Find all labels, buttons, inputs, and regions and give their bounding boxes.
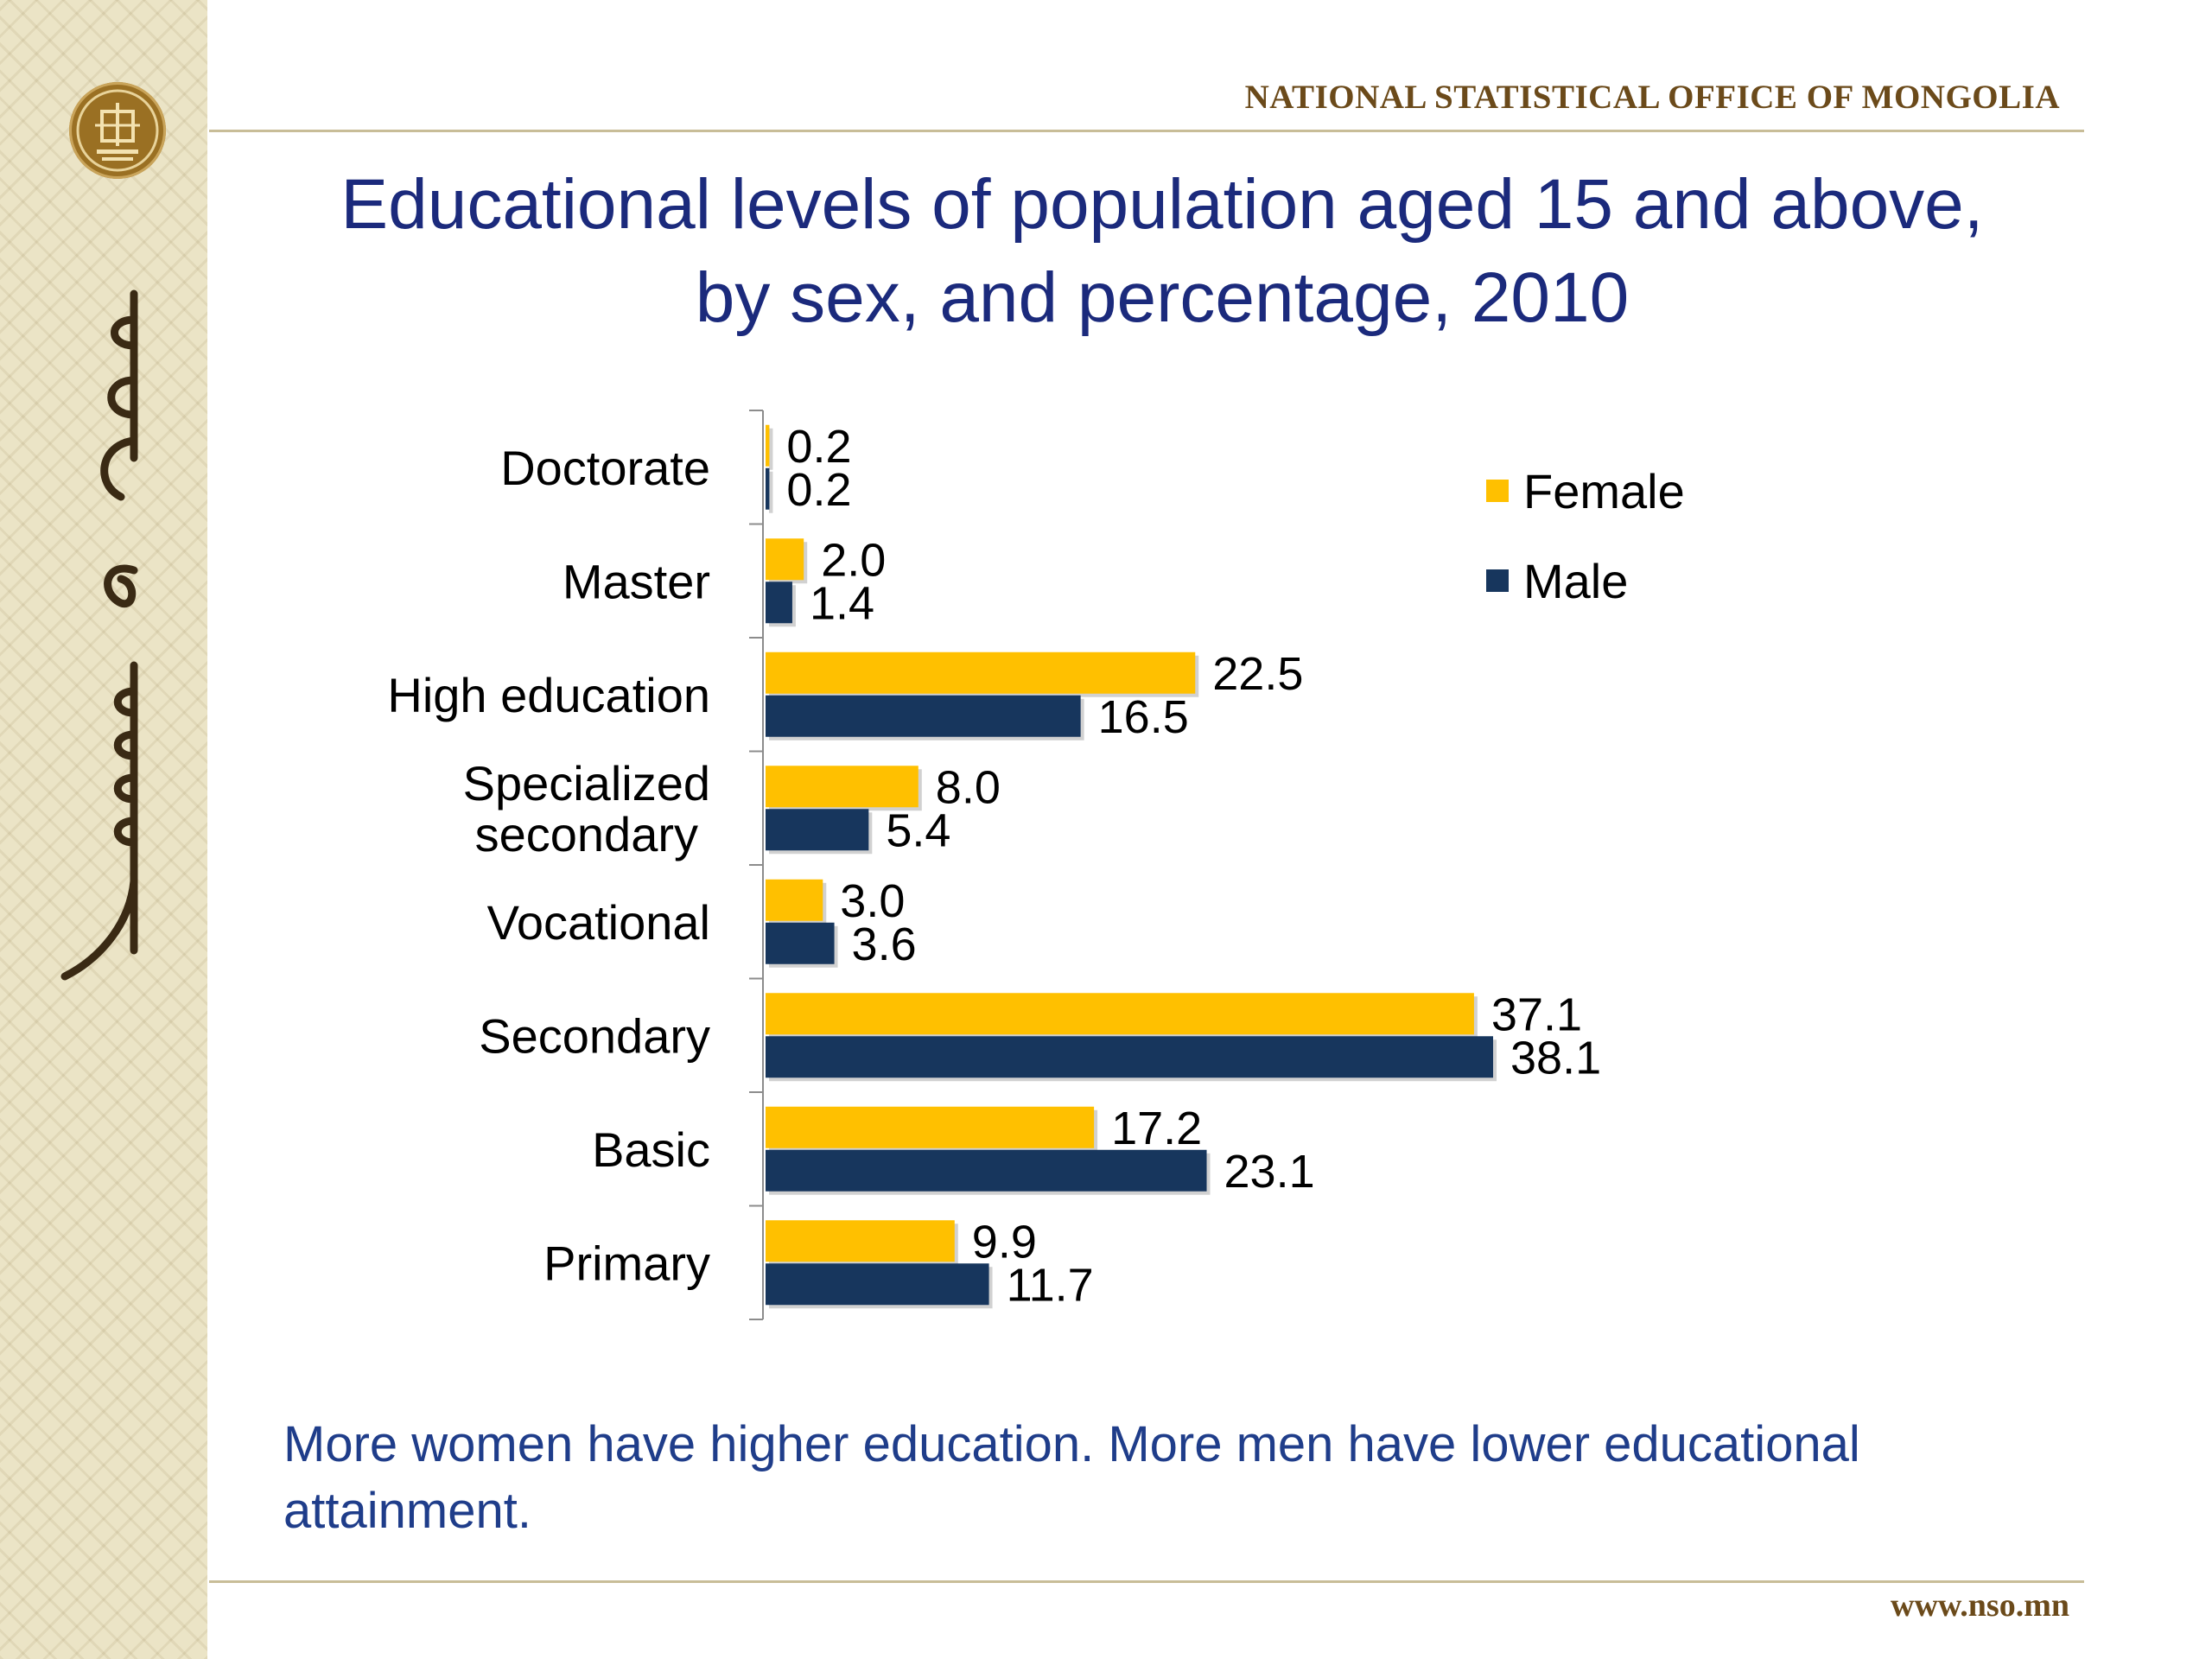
value-label-male-doctorate: 0.2 bbox=[786, 464, 851, 516]
category-label-vocational: Vocational bbox=[487, 895, 710, 950]
value-label-female-secondary: 37.1 bbox=[1491, 989, 1582, 1041]
legend-swatch-male bbox=[1486, 569, 1509, 592]
website-link[interactable]: www.nso.mn bbox=[1891, 1587, 2069, 1624]
bar-female-basic bbox=[766, 1106, 1095, 1148]
value-label-female-master: 2.0 bbox=[821, 535, 886, 587]
bar-male-vocational bbox=[766, 922, 835, 964]
value-label-male-secondary: 38.1 bbox=[1510, 1033, 1601, 1084]
category-label-basic: Basic bbox=[592, 1122, 710, 1177]
bar-female-primary bbox=[766, 1220, 955, 1262]
value-label-female-vocational: 3.0 bbox=[840, 875, 905, 927]
bar-female-vocational bbox=[766, 879, 823, 921]
bar-male-specialized-secondary bbox=[766, 809, 869, 851]
value-label-male-specialized-secondary: 5.4 bbox=[886, 805, 950, 857]
header-divider bbox=[209, 130, 2084, 132]
bar-female-doctorate bbox=[766, 424, 770, 467]
title-line-2: by sex, and percentage, 2010 bbox=[695, 258, 1630, 337]
category-label-master: Master bbox=[563, 554, 710, 608]
bar-male-high-education bbox=[766, 695, 1081, 737]
category-label-doctorate: Doctorate bbox=[500, 441, 710, 495]
nso-emblem-icon bbox=[69, 82, 166, 179]
page-title: Educational levels of population aged 15… bbox=[233, 158, 2091, 345]
footnote: More women have higher education. More m… bbox=[283, 1416, 1860, 1539]
value-label-male-high-education: 16.5 bbox=[1098, 691, 1189, 743]
title-line-1: Educational levels of population aged 15… bbox=[340, 165, 1984, 244]
bar-shadow bbox=[769, 428, 773, 470]
category-label-specialized-secondary: Specialized secondary bbox=[463, 756, 710, 861]
value-label-male-master: 1.4 bbox=[810, 578, 874, 630]
bar-female-high-education bbox=[766, 652, 1196, 694]
bar-male-primary bbox=[766, 1263, 989, 1306]
value-label-male-vocational: 3.6 bbox=[852, 918, 917, 970]
category-label-secondary: Secondary bbox=[479, 1008, 710, 1063]
category-label-primary: Primary bbox=[543, 1236, 710, 1290]
legend-swatch-female bbox=[1486, 480, 1509, 502]
value-label-female-basic: 17.2 bbox=[1111, 1103, 1202, 1154]
bar-male-basic bbox=[766, 1149, 1207, 1192]
bar-female-secondary bbox=[766, 993, 1474, 1035]
footer-divider bbox=[209, 1580, 2084, 1583]
agency-name: NATIONAL STATISTICAL OFFICE OF MONGOLIA bbox=[1244, 79, 2060, 116]
bar-shadow bbox=[769, 471, 773, 513]
value-label-male-primary: 11.7 bbox=[1007, 1260, 1094, 1312]
bar-male-doctorate bbox=[766, 467, 770, 510]
bar-male-master bbox=[766, 582, 792, 624]
value-label-female-doctorate: 0.2 bbox=[786, 421, 851, 473]
bar-female-specialized-secondary bbox=[766, 766, 918, 808]
bar-female-master bbox=[766, 538, 804, 581]
value-label-male-basic: 23.1 bbox=[1224, 1146, 1315, 1198]
mongolian-script-icon bbox=[60, 289, 138, 981]
value-label-female-specialized-secondary: 8.0 bbox=[936, 762, 1001, 814]
value-label-female-high-education: 22.5 bbox=[1212, 648, 1303, 700]
legend-label-female: Female bbox=[1523, 464, 1685, 518]
category-label-high-education: High education bbox=[387, 668, 710, 722]
bar-male-secondary bbox=[766, 1036, 1494, 1078]
sidebar-band bbox=[0, 0, 207, 1659]
value-label-female-primary: 9.9 bbox=[972, 1217, 1037, 1268]
legend-label-male: Male bbox=[1523, 554, 1628, 608]
